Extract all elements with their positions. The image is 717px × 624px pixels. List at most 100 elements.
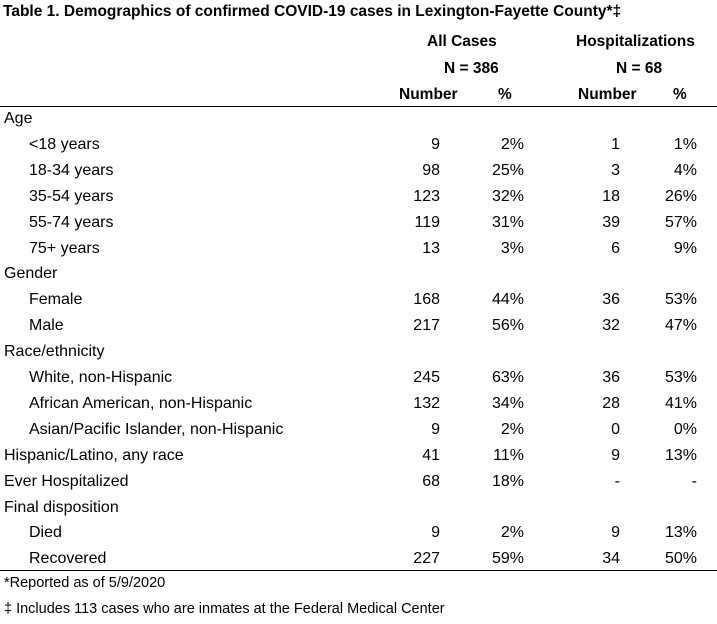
row-cell: - — [614, 472, 620, 490]
row-label: Final disposition — [4, 498, 119, 516]
row-cell: 9 — [431, 420, 440, 438]
header-rule — [0, 106, 717, 107]
row-cell: 36 — [602, 369, 620, 386]
row-cell: 245 — [413, 369, 440, 386]
table-row: Gender — [0, 263, 717, 289]
table-row: Asian/Pacific Islander, non-Hispanic 9 2% 0… — [0, 419, 717, 445]
row-cell: 32 — [602, 317, 620, 335]
table-row: 18-34 years 98 25% 3 4% — [0, 160, 717, 186]
row-cell: 168 — [413, 291, 440, 309]
row-cell: 123 — [413, 187, 440, 205]
row-cell: 34% — [491, 394, 524, 412]
table-title: Table 1. Demographics of confirmed COVID… — [3, 3, 622, 20]
row-cell: 13 — [422, 239, 440, 257]
row-cell: 13% — [664, 524, 697, 542]
row-cell: 9 — [431, 524, 440, 542]
row-cell: 227 — [413, 550, 440, 568]
table-row: Final disposition — [0, 497, 717, 523]
row-label: African American, non-Hispanic — [29, 394, 253, 412]
row-label: Asian/Pacific Islander, non-Hispanic — [29, 420, 284, 438]
row-cell: 1 — [611, 135, 620, 153]
row-label: 55-74 years — [29, 213, 114, 231]
row-cell: 0 — [611, 420, 620, 438]
row-cell: 9 — [611, 446, 620, 464]
row-label: Hispanic/Latino, any race — [4, 446, 184, 464]
row-label: Gender — [4, 265, 58, 283]
row-cell: 132 — [413, 394, 440, 412]
group-header-hospitalizations: Hospitalizations — [576, 33, 695, 50]
table-row: Female 168 44% 36 53% — [0, 289, 717, 315]
row-cell: 47% — [664, 317, 697, 335]
row-cell: 41 — [422, 446, 440, 464]
column-header-percent: % — [498, 86, 512, 103]
row-cell: 25% — [491, 161, 524, 179]
table-row: Recovered 227 59% 34 50% — [0, 548, 717, 574]
row-cell: 26% — [664, 187, 697, 205]
table-row: 55-74 years 119 31% 39 57% — [0, 212, 717, 238]
row-cell: 119 — [414, 213, 440, 231]
row-cell: 53% — [664, 369, 697, 386]
row-cell: 3% — [500, 239, 524, 257]
group-n-all-cases: N = 386 — [444, 60, 499, 77]
row-cell: - — [691, 472, 697, 490]
row-label: 35-54 years — [29, 187, 114, 205]
row-cell: 39 — [602, 213, 620, 231]
row-cell: 31% — [491, 213, 524, 231]
row-label: White, non-Hispanic — [29, 369, 173, 386]
row-cell: 18% — [491, 472, 524, 490]
table-row: Hispanic/Latino, any race 41 11% 9 13% — [0, 445, 717, 471]
row-label: Died — [29, 524, 62, 542]
row-cell: 68 — [422, 472, 440, 490]
row-label: 75+ years — [29, 239, 100, 257]
footnote-reported-date: *Reported as of 5/9/2020 — [4, 575, 166, 591]
row-cell: 9 — [611, 524, 620, 542]
row-cell: 2% — [500, 135, 524, 153]
row-cell: 98 — [422, 161, 440, 179]
row-cell: 32% — [491, 187, 524, 205]
footer-rule — [0, 570, 717, 571]
row-cell: 44% — [491, 291, 524, 309]
row-cell: 9 — [431, 135, 440, 153]
row-cell: 217 — [413, 317, 440, 335]
row-cell: 50% — [664, 550, 697, 568]
table-row: Ever Hospitalized 68 18% - - — [0, 471, 717, 497]
table-row: Male 217 56% 32 47% — [0, 315, 717, 341]
row-cell: 56% — [491, 317, 524, 335]
table-row: African American, non-Hispanic 132 34% 28 41… — [0, 393, 717, 419]
column-header-number: Number — [578, 86, 637, 103]
table-row: 75+ years 13 3% 6 9% — [0, 238, 717, 264]
table-row: Age — [0, 108, 717, 134]
column-header-number: Number — [399, 86, 458, 103]
row-label: Ever Hospitalized — [4, 472, 129, 490]
table-row: White, non-Hispanic 245 63% 36 53% — [0, 367, 717, 393]
row-cell: 18 — [602, 187, 620, 205]
row-cell: 13% — [664, 446, 697, 464]
row-cell: 63% — [491, 369, 524, 386]
column-header-percent: % — [673, 86, 687, 103]
table-row: <18 years 9 2% 1 1% — [0, 134, 717, 160]
row-label: <18 years — [29, 135, 100, 153]
group-header-all-cases: All Cases — [427, 33, 497, 50]
row-label: 18-34 years — [29, 161, 114, 179]
group-n-hospitalizations: N = 68 — [616, 60, 663, 77]
row-cell: 3 — [611, 161, 620, 179]
row-label: Male — [29, 317, 64, 335]
table-row: 35-54 years 123 32% 18 26% — [0, 186, 717, 212]
row-cell: 41% — [664, 394, 697, 412]
row-cell: 53% — [664, 291, 697, 309]
row-cell: 9% — [673, 239, 697, 257]
row-label: Age — [4, 110, 33, 127]
row-label: Race/ethnicity — [4, 343, 105, 361]
row-cell: 4% — [673, 161, 697, 179]
row-cell: 59% — [491, 550, 524, 568]
row-cell: 11% — [493, 446, 524, 464]
row-cell: 6 — [611, 239, 620, 257]
row-cell: 2% — [500, 524, 524, 542]
row-label: Recovered — [29, 550, 107, 568]
row-cell: 0% — [673, 420, 697, 438]
footnote-inmates: ‡ Includes 113 cases who are inmates at … — [4, 601, 445, 617]
table-row: Race/ethnicity — [0, 341, 717, 367]
row-label: Female — [29, 291, 83, 309]
row-cell: 34 — [602, 550, 620, 568]
row-cell: 36 — [602, 291, 620, 309]
